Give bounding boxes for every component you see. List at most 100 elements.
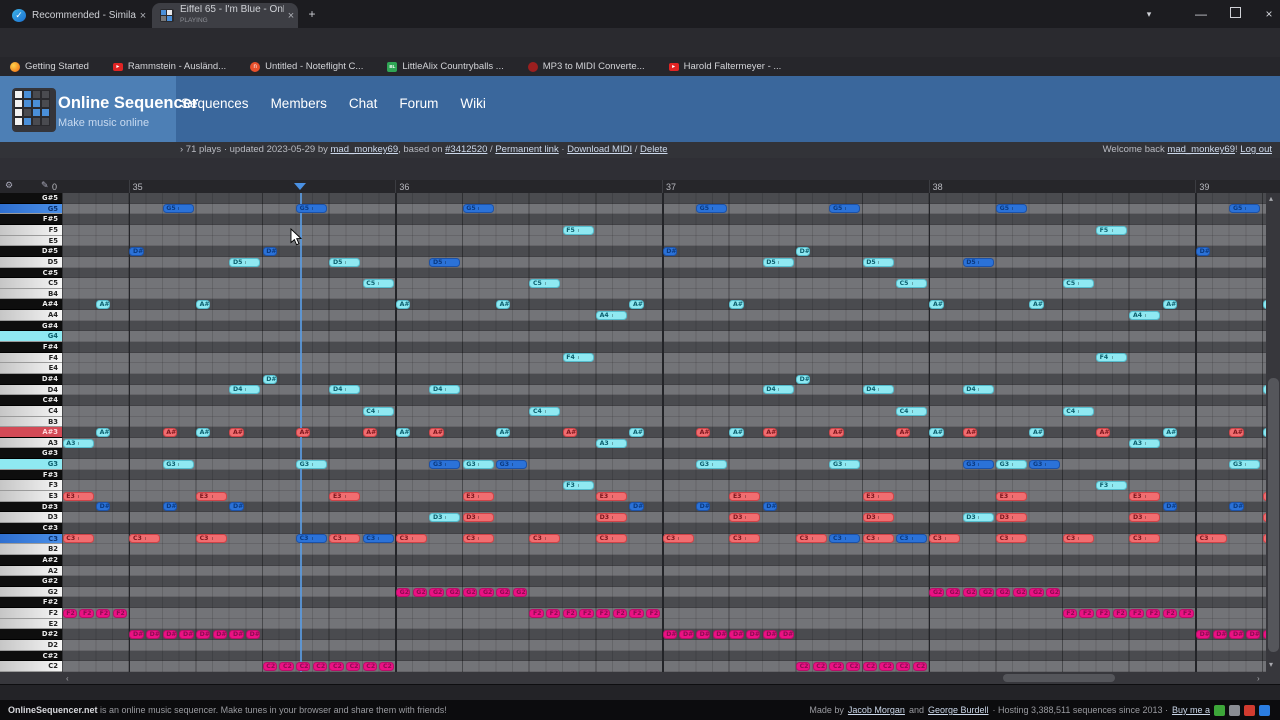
note[interactable]: G5 bbox=[162, 204, 194, 214]
note[interactable]: D#2 bbox=[746, 630, 761, 640]
note[interactable]: D#2 bbox=[662, 630, 678, 640]
note[interactable]: D#5 bbox=[1196, 247, 1211, 257]
draw-pencil-icon[interactable]: ✎ bbox=[41, 181, 49, 191]
note[interactable]: D3 bbox=[729, 513, 761, 523]
note[interactable]: D5 bbox=[329, 257, 361, 267]
note[interactable]: C2 bbox=[346, 662, 361, 672]
note[interactable]: A#3 bbox=[896, 427, 911, 437]
tab-recommended[interactable]: ✓ Recommended - Similar items × bbox=[4, 3, 150, 28]
note[interactable]: G2 bbox=[979, 587, 994, 597]
nav-link-forum[interactable]: Forum bbox=[399, 96, 439, 111]
note[interactable]: A#3 bbox=[296, 427, 311, 437]
nav-link-sequences[interactable]: Sequences bbox=[181, 96, 249, 111]
note[interactable]: F2 bbox=[529, 608, 544, 618]
note[interactable]: C2 bbox=[279, 662, 294, 672]
note[interactable]: C2 bbox=[796, 662, 811, 672]
note[interactable]: C4 bbox=[1062, 406, 1094, 416]
note[interactable]: D#3 bbox=[162, 502, 178, 512]
note[interactable]: E3 bbox=[62, 491, 94, 501]
note[interactable]: D#2 bbox=[129, 630, 144, 640]
note[interactable]: D#5 bbox=[262, 247, 278, 257]
note[interactable]: G2 bbox=[396, 587, 411, 597]
note[interactable]: G2 bbox=[446, 587, 461, 597]
note[interactable]: G2 bbox=[962, 587, 978, 597]
piano-key-A#3[interactable]: A#3 bbox=[0, 427, 62, 438]
note[interactable]: A#3 bbox=[1262, 427, 1266, 437]
note[interactable]: F2 bbox=[1079, 608, 1094, 618]
note[interactable]: G3 bbox=[296, 459, 328, 469]
note[interactable]: C3 bbox=[362, 534, 394, 544]
piano-key-G5[interactable]: G5 bbox=[0, 203, 62, 215]
note[interactable]: C5 bbox=[896, 278, 928, 288]
piano-key-B2[interactable]: B2 bbox=[0, 544, 62, 555]
note[interactable]: A#3 bbox=[696, 427, 711, 437]
note[interactable]: D4 bbox=[962, 385, 994, 395]
note[interactable]: C2 bbox=[812, 662, 828, 672]
note[interactable]: C2 bbox=[829, 662, 844, 672]
piano-key-A#2[interactable]: A#2 bbox=[0, 554, 62, 566]
note[interactable]: D#2 bbox=[146, 630, 161, 640]
note[interactable]: F4 bbox=[1096, 353, 1128, 363]
piano-key-F3[interactable]: F3 bbox=[0, 480, 62, 492]
note[interactable]: A#3 bbox=[929, 427, 944, 437]
note[interactable]: C4 bbox=[529, 406, 561, 416]
note[interactable]: C3 bbox=[929, 534, 961, 544]
bookmark-item[interactable]: MP3 to MIDI Converte... bbox=[527, 61, 645, 72]
note[interactable]: G2 bbox=[1046, 587, 1061, 597]
piano-key-F4[interactable]: F4 bbox=[0, 352, 62, 364]
note[interactable]: C3 bbox=[862, 534, 894, 544]
note[interactable]: F5 bbox=[1096, 225, 1128, 235]
note[interactable]: D#2 bbox=[696, 630, 711, 640]
footer-social-icon[interactable] bbox=[1229, 704, 1240, 716]
note[interactable]: F4 bbox=[562, 353, 594, 363]
note[interactable]: D3 bbox=[962, 513, 994, 523]
note[interactable]: C3 bbox=[729, 534, 761, 544]
piano-key-A3[interactable]: A3 bbox=[0, 437, 62, 449]
note[interactable]: F2 bbox=[646, 608, 661, 618]
sequence-info-link[interactable]: Permanent link bbox=[495, 144, 559, 155]
note[interactable]: A#3 bbox=[429, 427, 444, 437]
note[interactable]: C3 bbox=[1196, 534, 1228, 544]
note[interactable]: F2 bbox=[1112, 608, 1128, 618]
note[interactable]: D#2 bbox=[229, 630, 244, 640]
note[interactable]: A#3 bbox=[1229, 427, 1244, 437]
note[interactable]: D3 bbox=[596, 513, 628, 523]
note[interactable]: F2 bbox=[629, 608, 644, 618]
new-tab-button[interactable]: + bbox=[308, 7, 316, 21]
note[interactable]: G2 bbox=[496, 587, 511, 597]
piano-key-B4[interactable]: B4 bbox=[0, 288, 62, 300]
note[interactable]: D#3 bbox=[229, 502, 244, 512]
note[interactable]: A#4 bbox=[396, 300, 411, 310]
note[interactable]: A#3 bbox=[1096, 427, 1111, 437]
note[interactable]: A#3 bbox=[362, 427, 378, 437]
note[interactable]: C3 bbox=[996, 534, 1028, 544]
note[interactable]: D#3 bbox=[762, 502, 778, 512]
note[interactable]: C3 bbox=[1129, 534, 1161, 544]
note[interactable]: D#2 bbox=[196, 630, 211, 640]
note[interactable]: C2 bbox=[312, 662, 328, 672]
note[interactable]: D#2 bbox=[762, 630, 778, 640]
note[interactable]: C2 bbox=[879, 662, 894, 672]
note[interactable]: G2 bbox=[479, 587, 494, 597]
note[interactable]: A3 bbox=[1129, 438, 1161, 448]
piano-key-G#5[interactable]: G#5 bbox=[0, 193, 62, 204]
piano-key-F#4[interactable]: F#4 bbox=[0, 342, 62, 353]
note[interactable]: A#3 bbox=[162, 427, 178, 437]
piano-key-C#4[interactable]: C#4 bbox=[0, 395, 62, 406]
note[interactable]: G3 bbox=[1029, 459, 1061, 469]
note[interactable]: G2 bbox=[929, 587, 944, 597]
note[interactable]: D#3 bbox=[1229, 502, 1244, 512]
tab2-close-icon[interactable]: × bbox=[287, 9, 295, 22]
sequence-info-link[interactable]: mad_monkey69 bbox=[330, 144, 399, 155]
note[interactable]: C3 bbox=[62, 534, 94, 544]
piano-key-E4[interactable]: E4 bbox=[0, 363, 62, 374]
note[interactable]: A3 bbox=[596, 438, 628, 448]
note[interactable]: D5 bbox=[762, 257, 794, 267]
note[interactable]: F2 bbox=[96, 608, 111, 618]
note[interactable]: D#2 bbox=[246, 630, 261, 640]
bookmark-item[interactable]: Getting Started bbox=[10, 61, 89, 72]
online-sequencer-logo-icon[interactable] bbox=[12, 88, 56, 132]
note[interactable]: G2 bbox=[1029, 587, 1044, 597]
bookmark-item[interactable]: ▸ Harold Faltermeyer - ... bbox=[668, 61, 781, 72]
note[interactable]: A#4 bbox=[929, 300, 944, 310]
